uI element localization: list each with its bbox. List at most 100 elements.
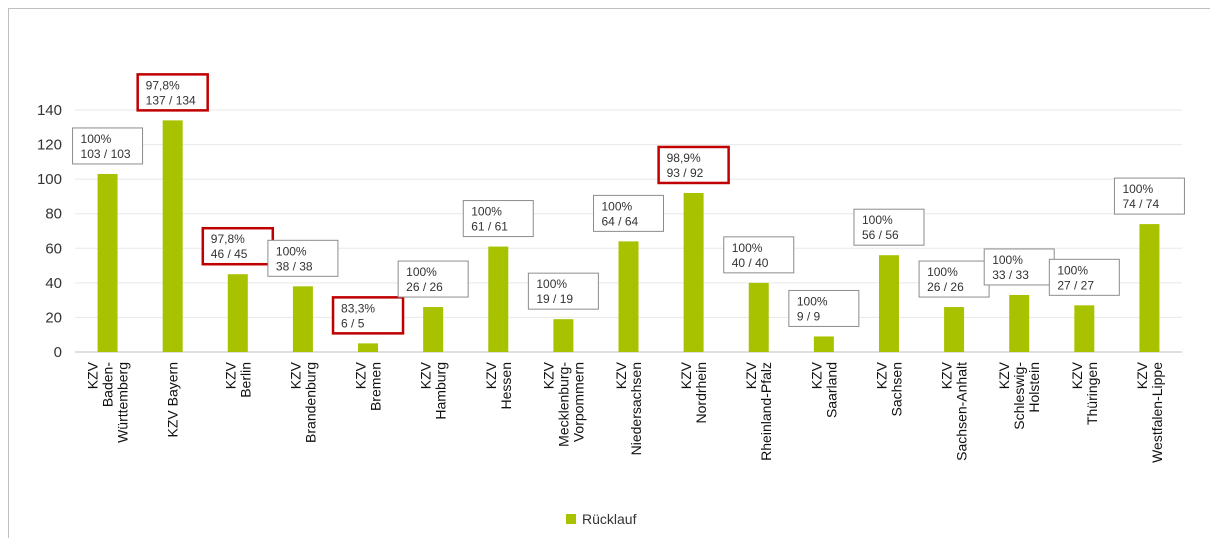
highlighted-callout-box [331, 296, 405, 335]
x-category-label-line: Saarland [823, 362, 839, 418]
y-tick-label: 140 [37, 102, 62, 119]
callout-ratio: 64 / 64 [602, 214, 639, 228]
x-category-label-line: Hessen [498, 362, 514, 409]
callout-percent: 83,3% [341, 301, 375, 315]
x-category-label: KZV Saarland [808, 361, 839, 418]
y-tick-label: 60 [45, 240, 62, 257]
callout-box [983, 248, 1055, 286]
x-category-label: KZV Rheinland-Pfalz [743, 361, 774, 460]
x-category-label: KZV Hamburg [418, 361, 449, 419]
x-category-label: KZV Nordrhein [678, 361, 709, 423]
callout-percent: 100% [1057, 263, 1088, 277]
x-category-label-line: Württemberg [115, 362, 131, 443]
callout-box [72, 127, 144, 165]
callout-percent: 97,8% [146, 78, 180, 92]
bar [683, 192, 704, 352]
callout-box [1113, 177, 1185, 215]
y-tick-label: 40 [45, 275, 62, 292]
x-category-label: KZV Berlin [222, 361, 253, 397]
x-category-label-line: KZV [808, 361, 824, 389]
callout-ratio: 26 / 26 [406, 280, 443, 294]
callout-percent: 100% [602, 199, 633, 213]
bar [944, 307, 965, 352]
callout-ratio: 40 / 40 [732, 256, 769, 270]
callout-ratio: 9 / 9 [797, 309, 821, 323]
bar [618, 241, 639, 352]
x-category-label-line: KZV [873, 361, 889, 389]
highlighted-callout-box [657, 145, 730, 185]
callout-box [267, 239, 339, 277]
x-category-label-line: Schleswig- [1011, 362, 1027, 430]
callout-box [918, 260, 990, 298]
callout-ratio: 6 / 5 [341, 316, 365, 330]
y-tick-label: 80 [45, 206, 62, 223]
callout-box [1048, 258, 1120, 296]
bar [488, 246, 509, 352]
x-category-label-line: KZV [743, 361, 759, 389]
x-category-label: KZV Brandenburg [287, 361, 318, 443]
callout-ratio: 38 / 38 [276, 259, 313, 273]
bar [1009, 294, 1030, 352]
callout-box [593, 194, 664, 232]
x-category-label: KZV Mecklenburg- Vorpommern [540, 361, 586, 446]
x-category-label-line: Thüringen [1084, 362, 1100, 425]
x-category-label: KZV Hessen [483, 361, 514, 409]
callout-percent: 100% [536, 277, 567, 291]
x-category-label-line: Baden- [100, 362, 116, 407]
bar [227, 274, 248, 352]
callout-ratio: 137 / 134 [146, 93, 196, 107]
x-category-label-line: Niedersachsen [628, 362, 644, 455]
bar [878, 255, 899, 352]
x-category-label-line: KZV [353, 361, 369, 389]
callout-percent: 100% [81, 132, 112, 146]
callout-box [462, 200, 534, 238]
legend-swatch [566, 514, 576, 524]
x-category-label-line: Nordrhein [693, 362, 709, 423]
bar [1139, 224, 1160, 352]
callout-box [723, 236, 795, 274]
x-category-label: KZV Schleswig- Holstein [996, 361, 1042, 429]
callout-percent: 100% [862, 213, 893, 227]
callout-ratio: 46 / 45 [211, 247, 248, 261]
x-category-label-line: Vorpommern [570, 362, 586, 442]
callout-percent: 100% [992, 253, 1023, 267]
x-category-label: KZV Thüringen [1069, 361, 1100, 425]
x-category-label-line: KZV [678, 361, 694, 389]
callout-percent: 98,9% [667, 151, 701, 165]
x-category-label-line: Sachsen [888, 362, 904, 416]
x-category-label-line: KZV [222, 361, 238, 389]
x-category-label-line: KZV Bayern [165, 362, 181, 437]
x-category-label-line: KZV [287, 361, 303, 389]
bar [423, 307, 444, 352]
callout-ratio: 33 / 33 [992, 268, 1029, 282]
callout-ratio: 26 / 26 [927, 280, 964, 294]
x-category-label-line: KZV [1069, 361, 1085, 389]
chart-frame [8, 8, 1210, 538]
callout-ratio: 93 / 92 [667, 166, 704, 180]
callout-ratio: 74 / 74 [1122, 197, 1159, 211]
x-category-label-line: KZV [1134, 361, 1150, 389]
x-category-label-line: Bremen [368, 362, 384, 411]
x-category-label: KZV Bremen [353, 361, 384, 411]
x-category-label-line: Hamburg [433, 362, 449, 420]
y-tick-label: 100 [37, 171, 62, 188]
legend-label: Rücklauf [582, 511, 637, 527]
x-category-label-line: Holstein [1026, 362, 1042, 413]
bar [748, 282, 769, 352]
callout-percent: 100% [276, 244, 307, 258]
bar [292, 286, 313, 352]
x-category-label-line: KZV [939, 361, 955, 389]
y-tick-label: 20 [45, 309, 62, 326]
legend: Rücklauf [566, 511, 637, 527]
callout-ratio: 56 / 56 [862, 228, 899, 242]
x-category-label-line: KZV [418, 361, 434, 389]
callout-ratio: 61 / 61 [471, 220, 508, 234]
highlighted-callout-box [201, 226, 275, 266]
bar [97, 173, 118, 352]
bar [358, 343, 379, 352]
bar [162, 120, 183, 352]
x-category-label-line: Mecklenburg- [555, 362, 571, 447]
x-category-label-line: Sachsen-Anhalt [954, 362, 970, 461]
x-category-label: KZV Niedersachsen [613, 361, 644, 455]
